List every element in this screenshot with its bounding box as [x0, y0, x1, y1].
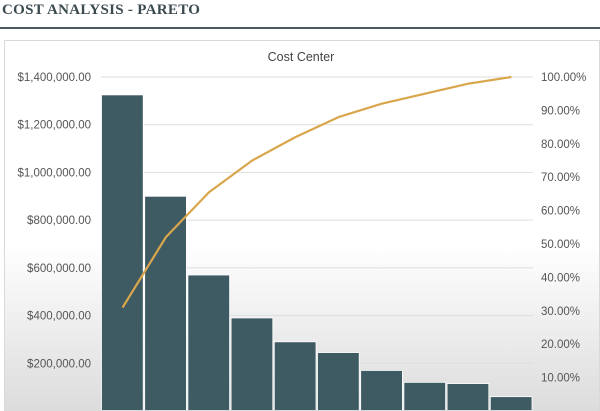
title-divider	[0, 27, 600, 29]
right-axis: 100.00% 90.00% 80.00% 70.00% 60.00% 50.00% 40.…	[541, 72, 586, 385]
left-tick-label: $600,000.00	[27, 263, 91, 275]
bar	[101, 94, 144, 410]
right-tick-label: 10.00%	[541, 373, 580, 385]
right-tick-label: 70.00%	[541, 172, 580, 184]
bar	[403, 381, 446, 410]
right-tick-label: 100.00%	[541, 72, 586, 84]
left-tick-label: $200,000.00	[27, 358, 91, 370]
right-tick-label: 30.00%	[541, 306, 580, 318]
right-tick-label: 50.00%	[541, 239, 580, 251]
cumulative-line	[121, 75, 512, 309]
bar	[360, 370, 403, 410]
left-tick-label: $1,200,000.00	[17, 120, 91, 132]
right-tick-label: 60.00%	[541, 206, 580, 218]
bar-series	[101, 94, 533, 410]
left-tick-label: $1,000,000.00	[17, 167, 91, 179]
bar	[317, 352, 360, 410]
bar	[187, 274, 230, 410]
right-tick-label: 40.00%	[541, 272, 580, 284]
page-title: COST ANALYSIS - PARETO	[2, 2, 201, 18]
right-tick-label: 90.00%	[541, 105, 580, 117]
right-tick-label: 80.00%	[541, 139, 580, 151]
cumulative-line-series	[121, 75, 512, 309]
bar	[144, 195, 187, 410]
left-tick-label: $800,000.00	[27, 215, 91, 227]
right-tick-label: 20.00%	[541, 339, 580, 351]
left-tick-label: $1,400,000.00	[17, 72, 91, 84]
left-tick-label: $400,000.00	[27, 311, 91, 323]
chart-title: Cost Center	[268, 50, 335, 64]
left-axis: $1,400,000.00 $1,200,000.00 $1,000,000.00 $…	[17, 72, 91, 370]
bar	[489, 396, 533, 410]
bar	[446, 383, 490, 410]
bar	[230, 317, 274, 410]
bar	[273, 341, 317, 410]
